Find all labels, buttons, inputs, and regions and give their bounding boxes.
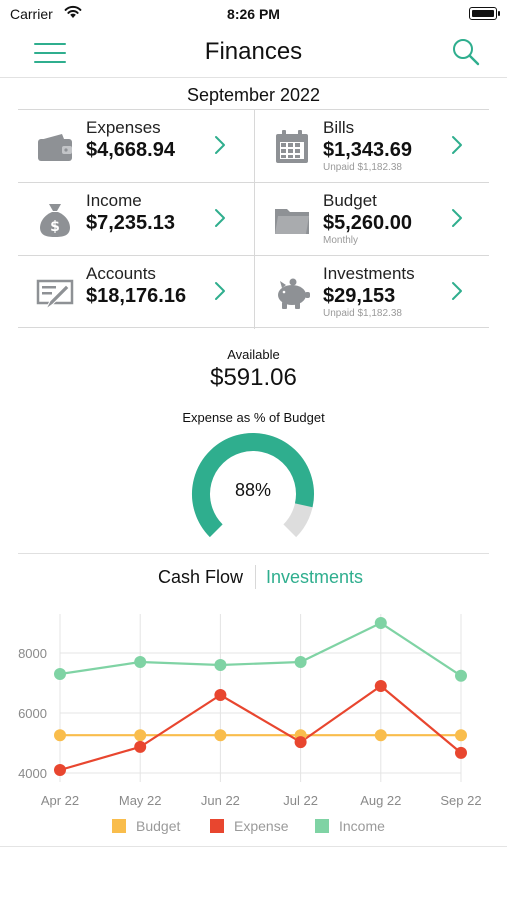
data-point-expense <box>374 680 387 692</box>
carrier-label: Carrier <box>10 6 53 22</box>
data-point-budget <box>134 729 147 742</box>
tile-value: $29,153 <box>323 285 396 307</box>
tile-value: $7,235.13 <box>86 212 175 234</box>
y-tick-label: 6000 <box>18 706 47 721</box>
x-tick-label: Jul 22 <box>283 793 318 808</box>
data-point-budget <box>214 729 227 742</box>
data-point-income <box>374 617 387 629</box>
tile-label: Bills <box>323 118 355 137</box>
tile-label: Income <box>86 191 142 210</box>
legend-swatch-income <box>315 819 329 833</box>
data-point-expense <box>134 740 147 753</box>
page-title: Finances <box>204 38 303 65</box>
gauge-used-arc <box>192 433 314 538</box>
data-point-income <box>294 656 307 668</box>
tile-accounts[interactable]: Accounts $18,176.16 <box>18 256 254 329</box>
tile-label: Investments <box>323 264 415 283</box>
tile-label: Expenses <box>86 118 161 137</box>
x-tick-label: Aug 22 <box>360 793 401 808</box>
battery-icon <box>469 7 500 20</box>
tab-investments[interactable]: Investments <box>266 567 364 587</box>
tile-label: Budget <box>323 191 377 210</box>
tile-budget[interactable]: Budget $5,260.00 Monthly <box>255 183 491 256</box>
chevron-right-icon <box>215 136 225 154</box>
series-line-income <box>59 621 462 677</box>
chevron-right-icon <box>452 282 462 300</box>
y-tick-label: 8000 <box>18 646 47 661</box>
legend-swatch-expense <box>210 819 224 833</box>
tile-investments[interactable]: Investments $29,153 Unpaid $1,182.38 <box>255 256 491 329</box>
x-tick-label: Sep 22 <box>440 793 481 808</box>
status-bar: Carrier 8:26 PM <box>0 0 507 30</box>
data-point-budget <box>54 729 66 742</box>
folder-icon <box>275 209 309 234</box>
y-tick-label: 4000 <box>18 766 47 781</box>
tile-value: $5,260.00 <box>323 212 412 234</box>
chevron-right-icon <box>452 136 462 154</box>
tile-value: $1,343.69 <box>323 139 412 161</box>
tile-subtext: Unpaid $1,182.38 <box>323 162 402 173</box>
chevron-right-icon <box>215 282 225 300</box>
check-icon <box>36 279 74 310</box>
data-point-expense <box>455 746 467 759</box>
legend-swatch-budget <box>112 819 126 833</box>
legend-label-income: Income <box>339 818 385 834</box>
series-line-expense <box>59 684 462 772</box>
search-icon <box>453 39 480 66</box>
menu-icon <box>34 43 66 45</box>
expense-percent-label: Expense as % of Budget <box>182 410 325 425</box>
x-tick-label: May 22 <box>119 793 162 808</box>
chevron-right-icon <box>215 209 225 227</box>
tile-value: $4,668.94 <box>86 139 175 161</box>
data-point-income <box>54 668 66 680</box>
tile-value: $18,176.16 <box>86 285 187 307</box>
tile-subtext: Unpaid $1,182.38 <box>323 308 402 319</box>
nav-bar: Finances <box>0 30 507 78</box>
summary-grid: Expenses $4,668.94 Bills $1,343.69 Unpai… <box>18 109 491 329</box>
data-point-budget <box>455 729 467 742</box>
month-selector[interactable]: September 2022 <box>186 85 321 105</box>
legend-label-budget: Budget <box>136 818 180 834</box>
piggy-bank-icon <box>278 278 310 309</box>
tile-label: Accounts <box>86 264 156 283</box>
tile-bills[interactable]: Bills $1,343.69 Unpaid $1,182.38 <box>255 110 491 183</box>
tile-subtext: Monthly <box>323 235 359 246</box>
menu-button[interactable] <box>34 40 66 66</box>
calendar-icon <box>276 130 308 163</box>
data-point-budget <box>374 729 387 742</box>
legend-label-expense: Expense <box>234 818 289 834</box>
status-time: 8:26 PM <box>227 6 280 22</box>
gauge-percent-text: 88% <box>234 480 272 500</box>
available-label: Available <box>227 347 280 362</box>
data-point-income <box>134 656 147 668</box>
x-tick-label: Apr 22 <box>41 793 79 808</box>
tile-income[interactable]: $ Income $7,235.13 <box>18 183 254 256</box>
cash-flow-chart: 4000 6000 8000 Apr 22 May 22 Jun 22 Jul 22 Aug … <box>18 614 482 834</box>
svg-text:$: $ <box>50 219 60 235</box>
data-point-income <box>455 669 467 682</box>
available-value: $591.06 <box>210 364 297 391</box>
wallet-icon <box>38 134 72 161</box>
tab-cash-flow[interactable]: Cash Flow <box>157 567 243 587</box>
wifi-icon <box>64 5 82 18</box>
search-button[interactable] <box>451 37 481 67</box>
expense-gauge <box>192 433 314 538</box>
data-point-expense <box>294 736 307 749</box>
money-bag-icon: $ <box>40 204 70 237</box>
chart-tabs: Cash Flow Investments <box>0 565 507 591</box>
chevron-right-icon <box>452 209 462 227</box>
x-tick-label: Jun 22 <box>201 793 240 808</box>
tile-expenses[interactable]: Expenses $4,668.94 <box>18 110 254 183</box>
data-point-expense <box>214 689 227 701</box>
data-point-income <box>214 659 227 671</box>
data-point-expense <box>54 764 66 776</box>
